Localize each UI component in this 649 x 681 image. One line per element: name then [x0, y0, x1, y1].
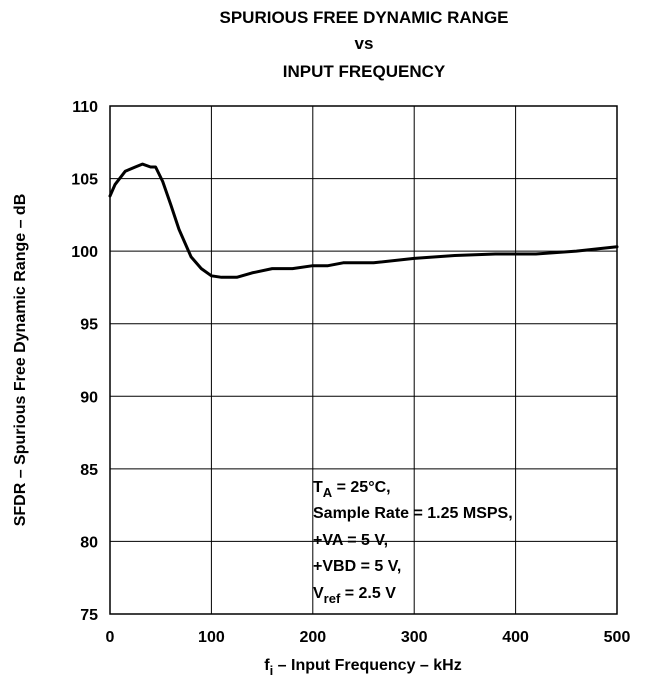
annotation-line-1: TA = 25°C,	[313, 479, 391, 500]
chart-title: SPURIOUS FREE DYNAMIC RANGE vs INPUT FRE…	[219, 8, 508, 81]
chart-title-line-3: INPUT FREQUENCY	[283, 62, 446, 81]
annotation-line-4: +VBD = 5 V,	[313, 558, 401, 575]
x-tick-label-4: 400	[502, 629, 529, 646]
chart-title-line-1: SPURIOUS FREE DYNAMIC RANGE	[219, 8, 508, 27]
y-tick-label-2: 85	[80, 462, 98, 479]
y-tick-labels: 75 80 85 90 95 100 105 110	[71, 99, 98, 624]
y-tick-label-4: 95	[80, 317, 98, 334]
annotation-line-3: +VA = 5 V,	[313, 532, 388, 549]
x-tick-label-2: 200	[299, 629, 326, 646]
y-tick-label-3: 90	[80, 389, 98, 406]
y-tick-label-5: 100	[71, 244, 98, 261]
y-tick-label-6: 105	[71, 172, 98, 189]
y-axis-label: SFDR – Spurious Free Dynamic Range – dB	[12, 194, 29, 527]
y-tick-label-7: 110	[72, 99, 98, 116]
x-tick-label-5: 500	[604, 629, 631, 646]
chart-title-line-2: vs	[355, 34, 374, 53]
x-tick-label-3: 300	[401, 629, 428, 646]
plot-frame	[109, 105, 618, 615]
x-tick-label-1: 100	[198, 629, 225, 646]
x-axis-label: fi – Input Frequency – kHz	[264, 657, 461, 678]
x-tick-label-0: 0	[106, 629, 115, 646]
sfdr-series-line	[108, 162, 619, 279]
x-tick-labels: 0 100 200 300 400 500	[106, 629, 631, 646]
y-tick-label-1: 80	[80, 534, 98, 551]
annotation-line-2: Sample Rate = 1.25 MSPS,	[313, 505, 513, 522]
conditions-annotation: TA = 25°C, Sample Rate = 1.25 MSPS, +VA = …	[313, 479, 513, 606]
grid-lines	[110, 106, 617, 614]
annotation-line-5: Vref = 2.5 V	[313, 585, 396, 606]
y-tick-label-0: 75	[80, 607, 98, 624]
